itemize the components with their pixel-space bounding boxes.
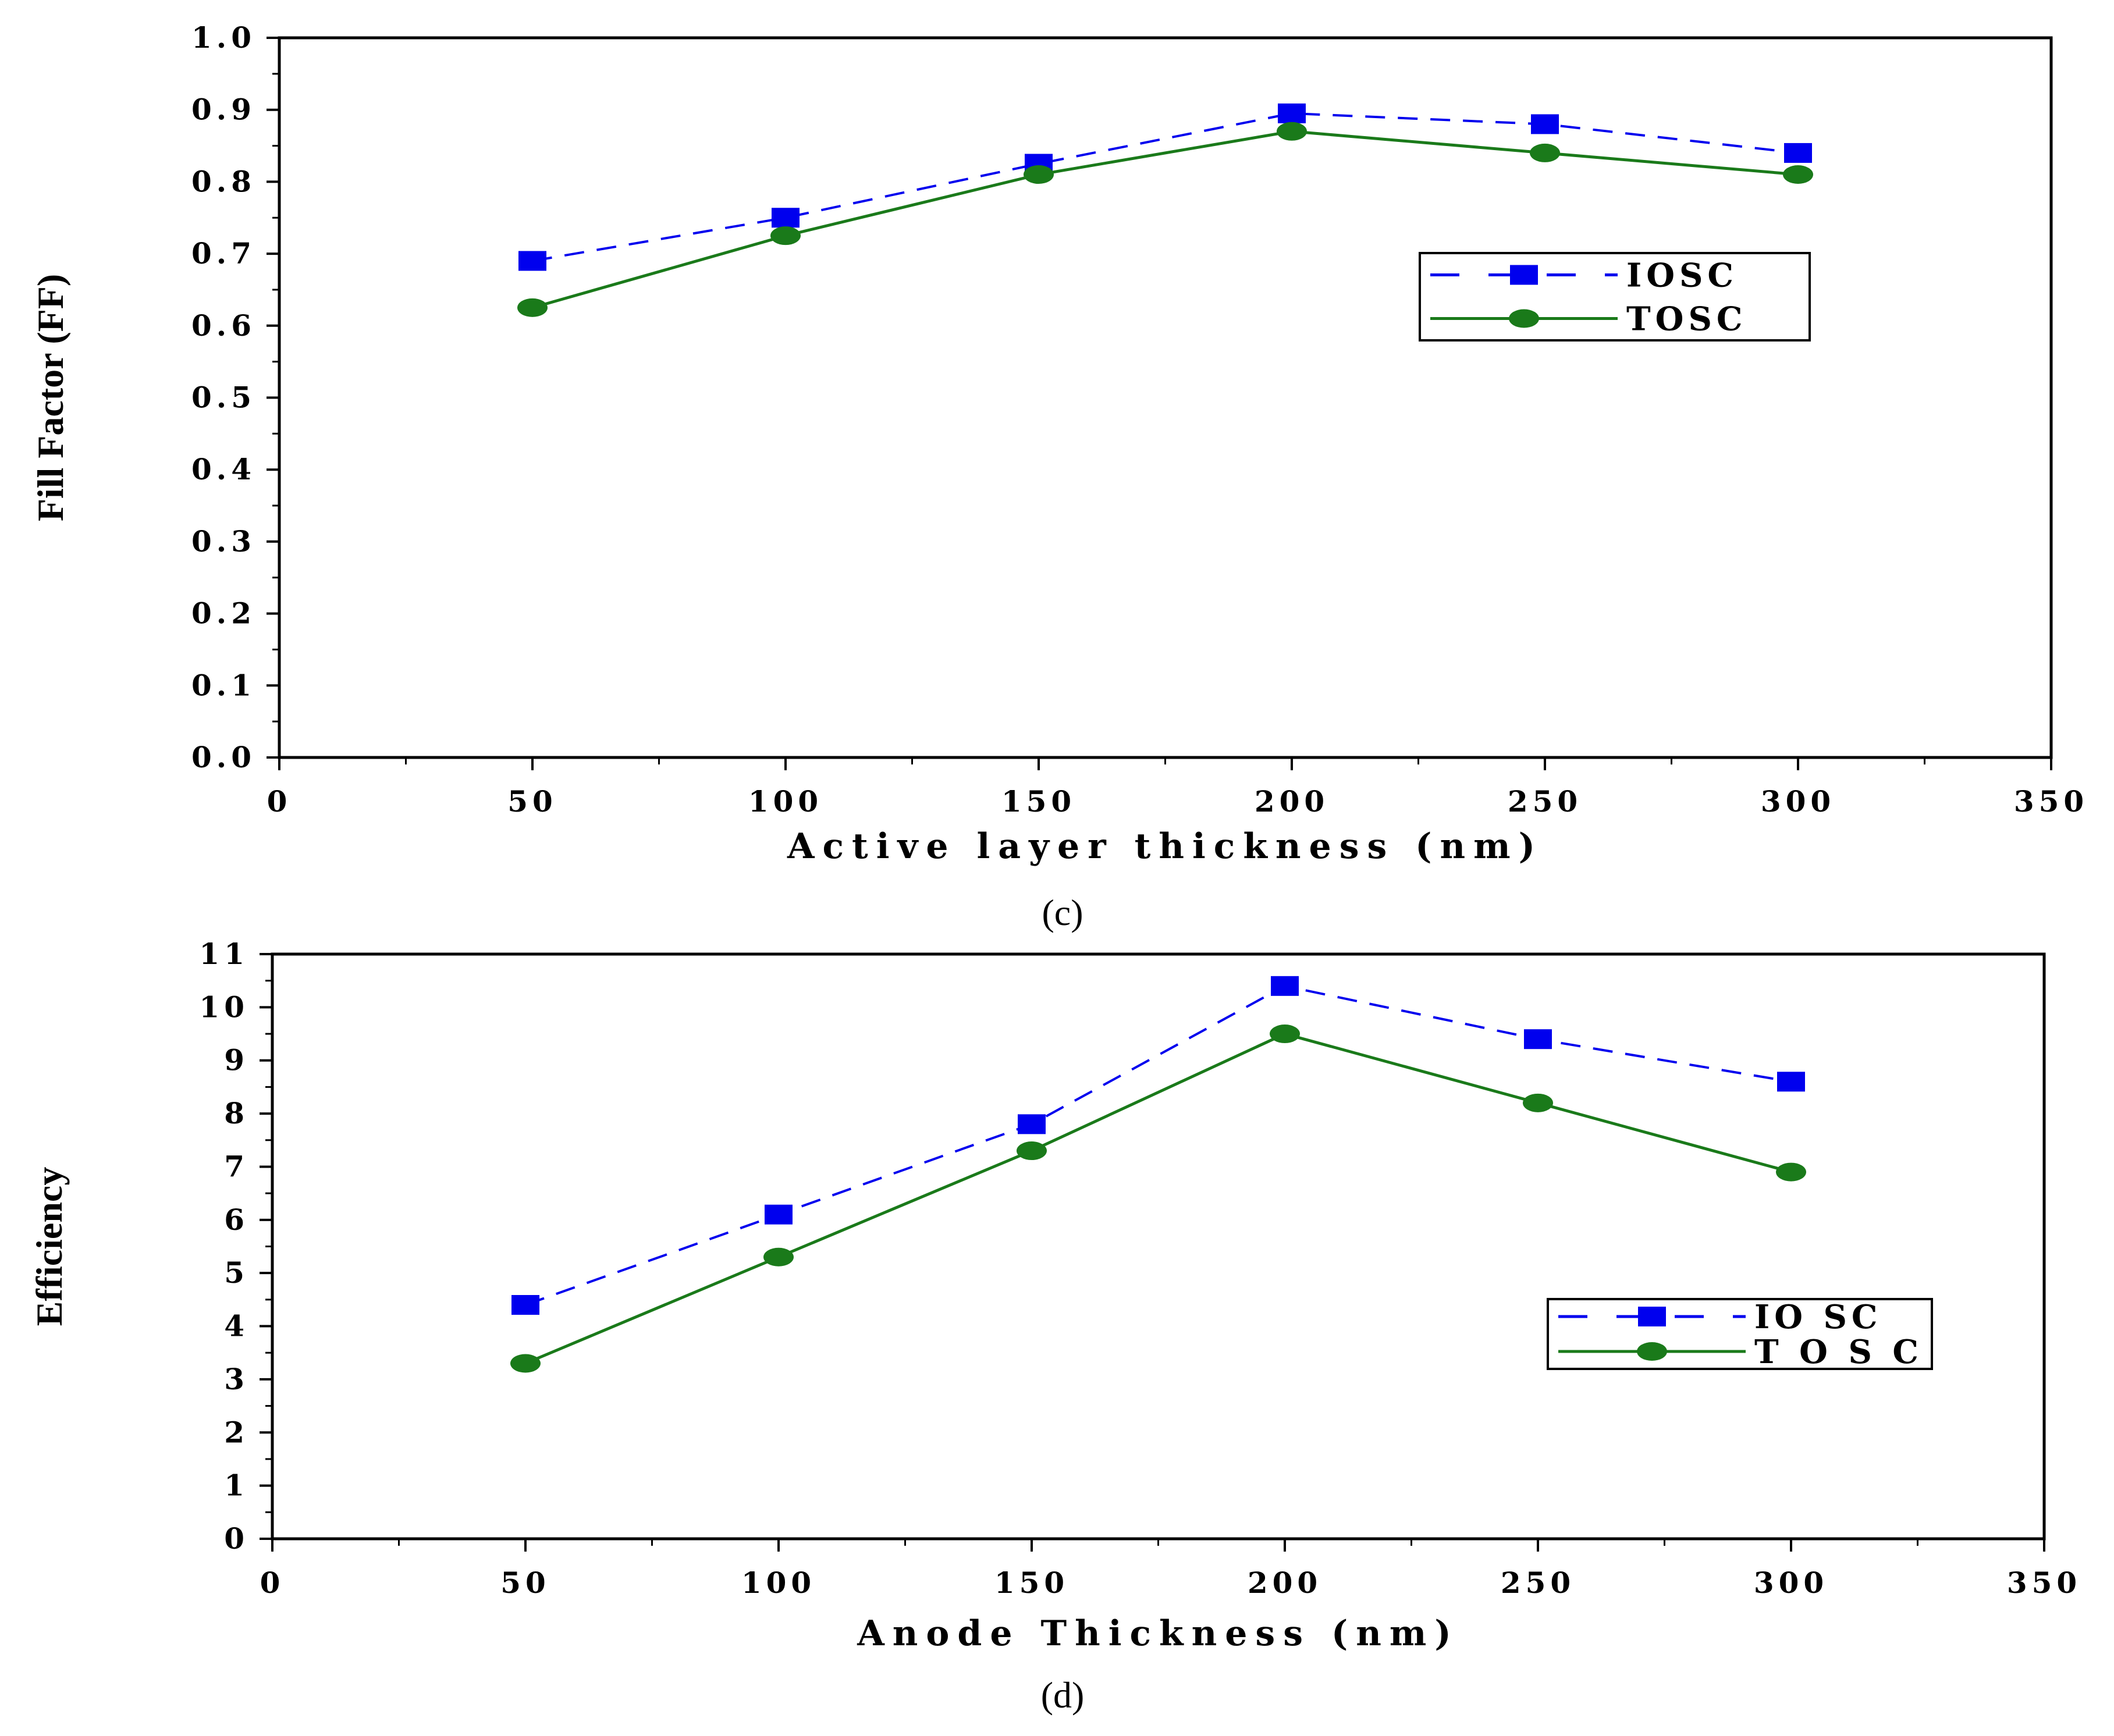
x-tick-label: 150 [994,1566,1069,1600]
y-tick-label: 7 [224,1149,249,1183]
legend-marker-iosc [1510,265,1538,285]
series-line-iosc [532,112,1799,262]
x-tick-label: 200 [1248,1566,1322,1600]
x-tick-label: 350 [2007,1566,2081,1600]
y-tick-label: 0.2 [191,596,256,631]
legend-marker-tosc [1637,1342,1667,1361]
data-point-tosc [1270,1024,1300,1044]
y-tick-label: 0.5 [191,380,256,415]
x-tick-label: 350 [2014,784,2088,819]
legend-box [1547,1298,1933,1370]
x-tick-label: 200 [1255,784,1329,819]
x-tick-label: 50 [507,784,557,819]
legend-label-iosc: IOSC [1626,257,1738,295]
data-point-iosc [772,208,800,228]
data-point-tosc [1017,1141,1047,1161]
y-tick-label: 3 [224,1362,249,1396]
x-tick-label: 250 [1501,1566,1575,1600]
data-point-iosc [1018,1114,1046,1134]
y-tick-label: 2 [224,1415,249,1449]
x-tick-label: 0 [267,784,292,819]
y-tick-label: 0.1 [191,668,256,702]
legend-label-iosc: IO SC [1754,1298,1882,1336]
y-tick-label: 6 [224,1203,249,1237]
y-tick-label: 0.8 [191,164,256,198]
series-line-tosc [532,130,1799,310]
x-tick-label: 300 [1754,1566,1828,1600]
y-tick-label: 5 [224,1255,249,1290]
data-point-tosc [517,298,548,317]
data-point-tosc [1776,1162,1806,1182]
data-point-tosc [1783,165,1813,184]
x-tick-label: 250 [1508,784,1582,819]
data-point-tosc [1523,1093,1553,1112]
data-point-iosc [765,1204,793,1225]
legend-label-tosc: T O S C [1754,1333,1923,1371]
y-tick-label: 0.6 [191,308,256,343]
panel-label-c: (c) [1042,892,1083,933]
x-tick-label: 0 [260,1566,285,1600]
data-point-tosc [1024,165,1054,184]
y-tick-label: 10 [199,990,249,1024]
data-point-iosc [1784,143,1812,163]
y-tick-label: 1 [224,1468,249,1503]
y-tick-label: 4 [224,1309,249,1343]
data-point-tosc [1530,143,1560,162]
data-point-iosc [1271,976,1299,996]
data-point-iosc [511,1295,539,1315]
legend: IO SCT O S C [1547,1298,1933,1371]
y-tick-label: 1.0 [191,20,256,55]
series-line-iosc [525,984,1792,1306]
y-axis-title: Fill Factor (FF) [30,274,71,521]
data-point-iosc [1278,103,1306,123]
y-tick-label: 8 [224,1096,249,1130]
panel-label-d: (d) [1041,1674,1085,1716]
x-tick-label: 150 [1001,784,1076,819]
legend-label-tosc: TOSC [1626,300,1747,339]
x-tick-label: 50 [500,1566,550,1600]
series-line-tosc [525,1032,1792,1365]
data-point-tosc [510,1354,541,1373]
y-axis-title: Efficiency [29,1167,70,1326]
legend-marker-tosc [1509,309,1539,328]
x-axis-title: Active layer thickness (nm) [787,826,1543,867]
data-point-tosc [770,226,801,246]
data-point-tosc [1277,122,1307,141]
y-tick-label: 0.4 [191,452,256,486]
data-point-iosc [1531,114,1559,134]
y-tick-label: 9 [224,1043,249,1077]
y-tick-label: 0.9 [191,93,256,127]
y-tick-label: 0.7 [191,236,256,271]
plot-frame [271,952,2046,1541]
y-tick-label: 11 [199,937,249,971]
legend-marker-iosc [1638,1307,1666,1326]
legend-box [1419,252,1811,341]
panel-d-chart: 0 1 2 3 4 5 6 7 8 9 10 11 0 50 100 150 200 250 300 350 Anode… [29,937,2081,1654]
x-tick-label: 100 [748,784,823,819]
legend: IOSC TOSC [1419,252,1811,341]
y-tick-label: 0.0 [191,740,256,774]
x-axis-title: Anode Thickness (nm) [857,1613,1459,1654]
data-point-iosc [1524,1029,1552,1050]
panel-c-chart: 0.0 0.1 0.2 0.3 0.4 0.5 0.6 0.7 0.8 0.9 1.0 0 50 100 1… [30,20,2088,867]
data-point-iosc [1777,1072,1805,1092]
x-tick-label: 100 [741,1566,816,1600]
data-point-iosc [518,251,546,271]
x-tick-label: 300 [1761,784,1835,819]
data-point-tosc [763,1247,794,1267]
y-tick-label: 0 [224,1521,249,1556]
y-tick-label: 0.3 [191,524,256,558]
